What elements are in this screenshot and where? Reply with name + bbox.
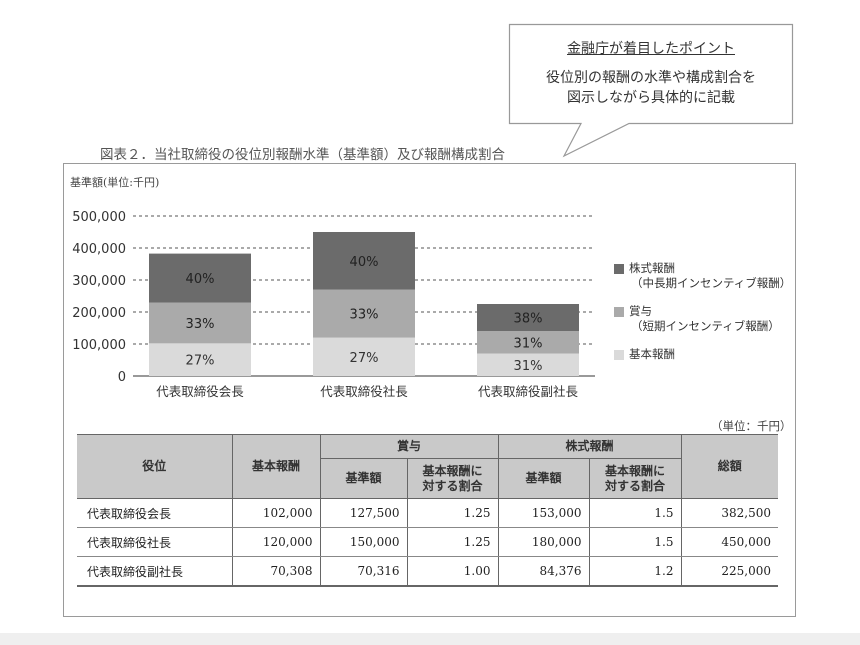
cell-total: 450,000 — [680, 527, 778, 557]
bar-segment — [313, 337, 415, 376]
x-tick-label: 代表取締役社長 — [320, 384, 408, 399]
cell-total: 225,000 — [680, 556, 778, 587]
legend-label-base: 基本報酬 — [629, 347, 675, 361]
cell-role: 代表取締役副社長 — [77, 556, 233, 587]
bar-data-label: 33% — [186, 317, 215, 332]
header-base: 基本報酬 — [231, 434, 321, 499]
bar-segment — [149, 302, 251, 344]
cell-role: 代表取締役社長 — [77, 527, 233, 557]
callout-box: 金融庁が着目したポイント 役位別の報酬の水準や構成割合を 図示しながら具体的に記… — [508, 23, 794, 158]
legend-item-bonus: 賞与 （短期インセンティブ報酬） — [614, 304, 791, 334]
bar-data-label: 40% — [186, 272, 215, 287]
y-tick-label: 200,000 — [72, 306, 126, 321]
bar-segment — [149, 343, 251, 376]
stacked-bar-chart: 500,000 400,000 300,000 200,000 100,000 0 27% 3… — [72, 210, 595, 399]
legend-sub-bonus: （短期インセンティブ報酬） — [631, 319, 780, 333]
header-bonus: 賞与 — [319, 434, 499, 459]
legend-swatch-bonus — [614, 307, 624, 317]
chart-unit-label: 基準額(単位:千円) — [70, 176, 160, 189]
chart-legend: 株式報酬 （中長期インセンティブ報酬） 賞与 （短期インセンティブ報酬） 基本報… — [614, 261, 791, 375]
cell-role: 代表取締役会長 — [77, 498, 233, 528]
table-row: 代表取締役副社長 70,308 70,316 1.00 84,376 1.2 2… — [77, 556, 778, 587]
callout-title: 金融庁が着目したポイント — [567, 41, 735, 57]
header-bonus-amount: 基準額 — [319, 458, 408, 499]
y-tick-label: 100,000 — [72, 338, 126, 353]
legend-label-bonus: 賞与 — [629, 304, 652, 318]
table-row: 代表取締役社長 120,000 150,000 1.25 180,000 1.5… — [77, 527, 778, 557]
bar-data-label: 33% — [350, 308, 379, 323]
header-bonus-ratio: 基本報酬に 対する割合 — [406, 458, 499, 499]
legend-swatch-base — [614, 350, 624, 360]
bar-data-label: 27% — [186, 354, 215, 369]
header-bonus-ratio-line2: 対する割合 — [422, 478, 483, 493]
header-stock-ratio-line1: 基本報酬に — [604, 463, 665, 478]
figure-frame — [63, 163, 796, 617]
bar-segment — [313, 289, 415, 338]
header-stock: 株式報酬 — [497, 434, 682, 459]
footer-bar — [0, 633, 860, 645]
legend-swatch-stock — [614, 264, 624, 274]
table-unit-label: （単位：千円） — [711, 419, 792, 433]
bar-data-label: 31% — [514, 336, 543, 351]
bar-data-label: 40% — [350, 255, 379, 270]
callout-line-1: 役位別の報酬の水準や構成割合を — [546, 70, 756, 86]
y-tick-label: 0 — [118, 370, 126, 385]
compensation-table: 役位 基本報酬 賞与 株式報酬 総額 基準額 基本報酬に 対する割合 基準額 基… — [77, 434, 778, 587]
legend-label-stock: 株式報酬 — [629, 261, 675, 275]
cell-stock-amount: 180,000 — [497, 527, 590, 557]
cell-base: 102,000 — [231, 498, 321, 528]
cell-total: 382,500 — [680, 498, 778, 528]
cell-base: 70,308 — [231, 556, 321, 587]
callout-line-2: 図示しながら具体的に記載 — [567, 90, 735, 106]
header-role: 役位 — [77, 434, 233, 499]
cell-base: 120,000 — [231, 527, 321, 557]
x-tick-label: 代表取締役副社長 — [478, 384, 579, 399]
bar-segment — [477, 331, 579, 354]
bar-segment — [477, 353, 579, 376]
x-tick-label: 代表取締役会長 — [156, 384, 244, 399]
cell-bonus-ratio: 1.25 — [406, 498, 499, 528]
table-row: 代表取締役会長 102,000 127,500 1.25 153,000 1.5… — [77, 498, 778, 528]
cell-stock-ratio: 1.2 — [588, 556, 682, 587]
cell-stock-ratio: 1.5 — [588, 527, 682, 557]
bar-segment — [313, 232, 415, 290]
header-bonus-ratio-line1: 基本報酬に — [422, 463, 483, 478]
legend-item-stock: 株式報酬 （中長期インセンティブ報酬） — [614, 261, 791, 291]
callout-shape — [508, 23, 794, 158]
cell-stock-amount: 153,000 — [497, 498, 590, 528]
cell-stock-amount: 84,376 — [497, 556, 590, 587]
callout-body: 役位別の報酬の水準や構成割合を 図示しながら具体的に記載 — [509, 68, 793, 108]
bar-segment — [477, 304, 579, 332]
cell-bonus-ratio: 1.25 — [406, 527, 499, 557]
cell-bonus-amount: 70,316 — [319, 556, 408, 587]
header-total: 総額 — [680, 434, 778, 499]
y-tick-label: 400,000 — [72, 242, 126, 257]
cell-stock-ratio: 1.5 — [588, 498, 682, 528]
bar-data-label: 31% — [514, 359, 543, 374]
cell-bonus-ratio: 1.00 — [406, 556, 499, 587]
cell-bonus-amount: 150,000 — [319, 527, 408, 557]
header-stock-ratio-line2: 対する割合 — [604, 478, 665, 493]
bar-data-label: 27% — [350, 351, 379, 366]
header-stock-ratio: 基本報酬に 対する割合 — [588, 458, 682, 499]
bar-data-label: 38% — [514, 312, 543, 327]
header-stock-amount: 基準額 — [497, 458, 590, 499]
legend-sub-stock: （中長期インセンティブ報酬） — [631, 276, 792, 290]
y-tick-label: 500,000 — [72, 210, 126, 225]
bar-segment — [149, 253, 251, 303]
figure-title: 図表２．当社取締役の役位別報酬水準（基準額）及び報酬構成割合 — [100, 147, 505, 163]
cell-bonus-amount: 127,500 — [319, 498, 408, 528]
legend-item-base: 基本報酬 — [614, 347, 791, 362]
y-tick-label: 300,000 — [72, 274, 126, 289]
